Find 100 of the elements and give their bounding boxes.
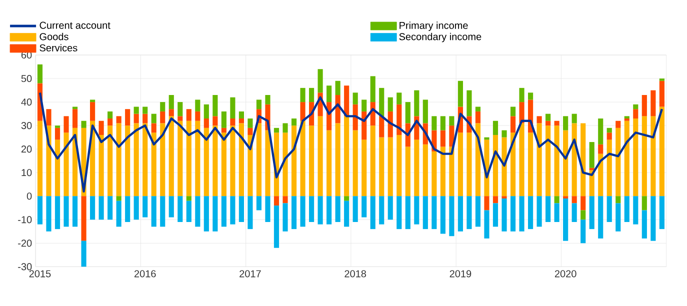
bar: [81, 196, 86, 241]
line-series: [38, 92, 664, 193]
bar: [432, 196, 437, 230]
bar: [414, 140, 420, 196]
legend-label: Goods: [40, 32, 68, 40]
bar: [484, 196, 490, 210]
bar: [168, 196, 174, 218]
bar: [81, 240, 86, 267]
bar: [265, 130, 270, 196]
bar: [134, 123, 139, 196]
bar: [256, 196, 262, 210]
bar: [432, 151, 437, 196]
bar: [572, 114, 577, 124]
bar: [458, 80, 463, 107]
bar: [186, 200, 192, 222]
bar: [546, 126, 551, 196]
bar: [606, 132, 612, 140]
y-tick-label: 0: [26, 192, 32, 200]
bar: [370, 76, 376, 102]
bar: [466, 90, 472, 116]
bar: [598, 196, 604, 238]
bar: [519, 88, 524, 102]
bar: [616, 128, 621, 196]
bar: [563, 116, 568, 130]
bar: [125, 109, 130, 126]
bar: [204, 128, 209, 196]
bar: [195, 120, 200, 196]
bar: [248, 134, 253, 196]
bar: [90, 102, 96, 121]
legend-label: Secondary income: [399, 32, 482, 42]
bar: [606, 196, 612, 222]
bar: [344, 116, 350, 196]
bar: [589, 142, 594, 168]
bar: [598, 118, 604, 144]
bar: [405, 146, 410, 196]
bar: [116, 196, 122, 201]
bar: [300, 120, 306, 196]
bar: [458, 196, 463, 232]
bar: [230, 97, 236, 119]
bar: [291, 126, 297, 196]
bar: [563, 130, 568, 196]
bar: [178, 116, 183, 121]
bar: [554, 196, 560, 204]
bar: [46, 109, 52, 126]
bar: [37, 120, 43, 196]
bar: [536, 116, 542, 124]
bar: [546, 120, 551, 126]
bar: [580, 196, 586, 210]
x-tick-label: 2015: [29, 270, 51, 278]
bar: [195, 111, 200, 121]
bar: [510, 106, 516, 116]
bar: [221, 128, 226, 133]
bar: [256, 123, 262, 196]
bar: [633, 196, 638, 224]
bar: [142, 196, 148, 218]
bar: [554, 120, 560, 126]
bar: [108, 126, 113, 196]
bar: [308, 196, 314, 222]
bar: [326, 86, 332, 102]
bar: [554, 203, 560, 222]
bar: [64, 116, 69, 133]
bar: [536, 196, 542, 227]
x-tick-label: 2017: [240, 270, 261, 278]
bar: [580, 123, 586, 196]
y-tick-label: 10: [22, 169, 32, 176]
bar: [624, 196, 630, 222]
bar: [335, 80, 340, 95]
y-tick-label: 50: [21, 74, 32, 82]
bar: [300, 196, 306, 227]
bar: [142, 106, 148, 114]
bar: [633, 104, 638, 110]
bar: [90, 100, 96, 102]
bar: [238, 118, 244, 124]
bar: [484, 137, 490, 140]
bar: [72, 109, 78, 128]
bar: [151, 132, 156, 196]
bar: [248, 128, 253, 135]
bar: [335, 196, 340, 222]
bar: [492, 134, 498, 196]
bar: [318, 69, 323, 93]
bar: [282, 203, 288, 232]
bar: [475, 106, 481, 112]
bar: [546, 114, 551, 121]
bar: [440, 196, 446, 234]
bar: [282, 123, 288, 133]
y-tick-label: 40: [21, 98, 32, 106]
bar: [37, 196, 43, 224]
bar: [125, 196, 130, 222]
bar: [160, 111, 166, 124]
bar: [466, 132, 472, 196]
bar: [422, 100, 428, 124]
bar: [116, 200, 122, 227]
bar: [54, 128, 60, 140]
bar: [466, 196, 472, 230]
bar: [282, 132, 288, 196]
bar: [195, 100, 200, 112]
bar: [379, 196, 384, 224]
x-tick-label: 2018: [344, 270, 366, 278]
bar: [212, 116, 218, 126]
bar: [265, 196, 270, 222]
